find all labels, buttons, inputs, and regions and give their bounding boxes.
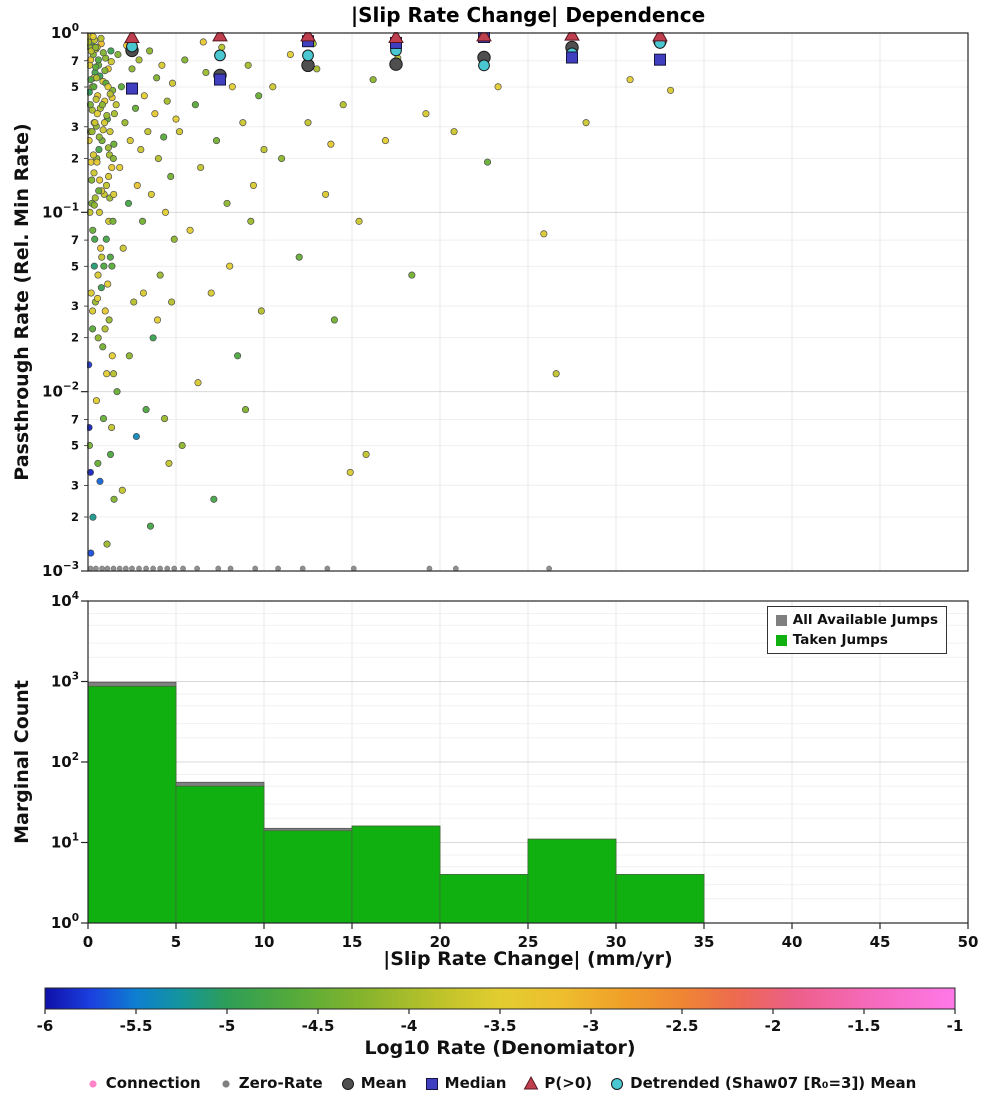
legend-item: P(>0) (522, 1074, 592, 1092)
svg-text:2: 2 (71, 151, 79, 165)
svg-text:-3.5: -3.5 (484, 1017, 517, 1035)
hist-xticks: 0 5 10 15 20 25 30 35 40 45 50 (83, 923, 979, 951)
median-square-icon (425, 1078, 438, 1090)
svg-text:5: 5 (171, 933, 181, 951)
svg-text:-2: -2 (765, 1017, 782, 1035)
colorbar-label: Log10 Rate (Denomiator) (364, 1037, 636, 1059)
svg-text:40: 40 (782, 933, 803, 951)
hist-bar-taken (439, 874, 529, 924)
detrended-circle-icon (611, 1078, 624, 1090)
legend-item: Mean (339, 1074, 407, 1092)
svg-text:3: 3 (71, 478, 79, 492)
legend-item: Detrended (Shaw07 [R₀=3]) Mean (608, 1074, 916, 1092)
svg-text:-1.5: -1.5 (848, 1017, 881, 1035)
legend-item-label: Mean (360, 1074, 407, 1092)
svg-text:5: 5 (71, 80, 79, 94)
hist-ylabel: Marginal Count (11, 680, 33, 844)
svg-text:101: 101 (51, 832, 79, 852)
svg-text:50: 50 (958, 933, 979, 951)
legend-item-label: Detrended (Shaw07 [R₀=3]) Mean (630, 1074, 917, 1092)
svg-text:25: 25 (518, 933, 539, 951)
chart-title: |Slip Rate Change| Dependence (350, 3, 706, 27)
hist-bar-taken (615, 874, 705, 924)
svg-text:7: 7 (71, 54, 79, 68)
svg-text:-1: -1 (947, 1017, 964, 1035)
svg-text:45: 45 (870, 933, 891, 951)
hist-bar-taken (175, 785, 265, 924)
colorbar (44, 987, 956, 1010)
svg-text:7: 7 (71, 412, 79, 426)
svg-text:100: 100 (51, 912, 79, 932)
svg-text:3: 3 (71, 120, 79, 134)
hist-bar-taken (263, 830, 353, 924)
connection-dot-icon (89, 1080, 97, 1088)
all-jumps-label: All Available Jumps (792, 612, 938, 628)
p-gt0-triangle-icon (524, 1075, 539, 1090)
zero-rate-dot-icon (222, 1080, 230, 1088)
scatter-panel-border (87, 32, 969, 572)
svg-text:5: 5 (71, 439, 79, 453)
scatter-ylabel: Passthrough Rate (Rel. Min Rate) (11, 123, 33, 481)
svg-text:-4: -4 (401, 1017, 418, 1035)
svg-text:10−2: 10−2 (42, 381, 79, 401)
colorbar-ticks: -6 -5.5 -5 -4.5 -4 -3.5 -3 -2.5 -2 -1.5 -1 (37, 1009, 964, 1035)
hist-bar-taken (87, 685, 177, 924)
svg-text:-2.5: -2.5 (666, 1017, 699, 1035)
svg-text:100: 100 (51, 22, 79, 42)
svg-text:102: 102 (51, 751, 79, 771)
svg-text:-6: -6 (37, 1017, 54, 1035)
svg-text:30: 30 (606, 933, 627, 951)
legend-item-label: Median (444, 1074, 507, 1092)
hist-legend-row-all: All Available Jumps (775, 612, 938, 628)
hist-yticks: 104 103 102 101 100 (51, 590, 88, 932)
summary-markers (124, 32, 668, 95)
legend-item-label: P(>0) (544, 1074, 593, 1092)
svg-text:10−1: 10−1 (42, 201, 79, 221)
svg-text:-5: -5 (219, 1017, 236, 1035)
all-jumps-swatch-icon (775, 614, 787, 626)
hist-legend: All Available Jumps Taken Jumps (766, 606, 947, 654)
svg-text:20: 20 (430, 933, 451, 951)
hist-xlabel: |Slip Rate Change| (mm/yr) (383, 948, 673, 970)
hist-bars (87, 681, 705, 924)
svg-text:2: 2 (71, 510, 79, 524)
legend-item-label: Connection (105, 1074, 201, 1092)
legend-item: Median (423, 1074, 507, 1092)
hist-legend-row-taken: Taken Jumps (775, 632, 938, 648)
marker-legend: Connection Zero-Rate Mean Median P(>0) Detren… (0, 1074, 1000, 1092)
svg-text:3: 3 (71, 299, 79, 313)
svg-text:35: 35 (694, 933, 715, 951)
taken-jumps-swatch-icon (775, 634, 787, 646)
svg-text:2: 2 (71, 331, 79, 345)
taken-jumps-label: Taken Jumps (792, 632, 888, 648)
zero-rate-points (87, 565, 552, 572)
svg-text:5: 5 (71, 259, 79, 273)
hist-bar-taken (351, 825, 441, 924)
scatter-grid (87, 32, 969, 572)
legend-item: Connection (84, 1074, 201, 1092)
svg-text:15: 15 (342, 933, 363, 951)
svg-text:104: 104 (51, 590, 79, 610)
svg-text:103: 103 (51, 671, 79, 691)
svg-text:7: 7 (71, 233, 79, 247)
scatter-yticks: 100 10−1 10−2 10−3 7 5 3 2 7 5 3 2 7 5 3 2 (42, 22, 88, 580)
svg-text:10−3: 10−3 (42, 560, 79, 580)
hist-bar-taken (527, 838, 617, 924)
svg-text:0: 0 (83, 933, 93, 951)
svg-text:-3: -3 (583, 1017, 600, 1035)
scatter-points (87, 33, 675, 557)
svg-text:-4.5: -4.5 (302, 1017, 335, 1035)
legend-item: Zero-Rate (217, 1074, 323, 1092)
mean-circle-icon (341, 1078, 354, 1090)
legend-item-label: Zero-Rate (238, 1074, 323, 1092)
svg-text:-5.5: -5.5 (120, 1017, 153, 1035)
svg-text:10: 10 (254, 933, 275, 951)
